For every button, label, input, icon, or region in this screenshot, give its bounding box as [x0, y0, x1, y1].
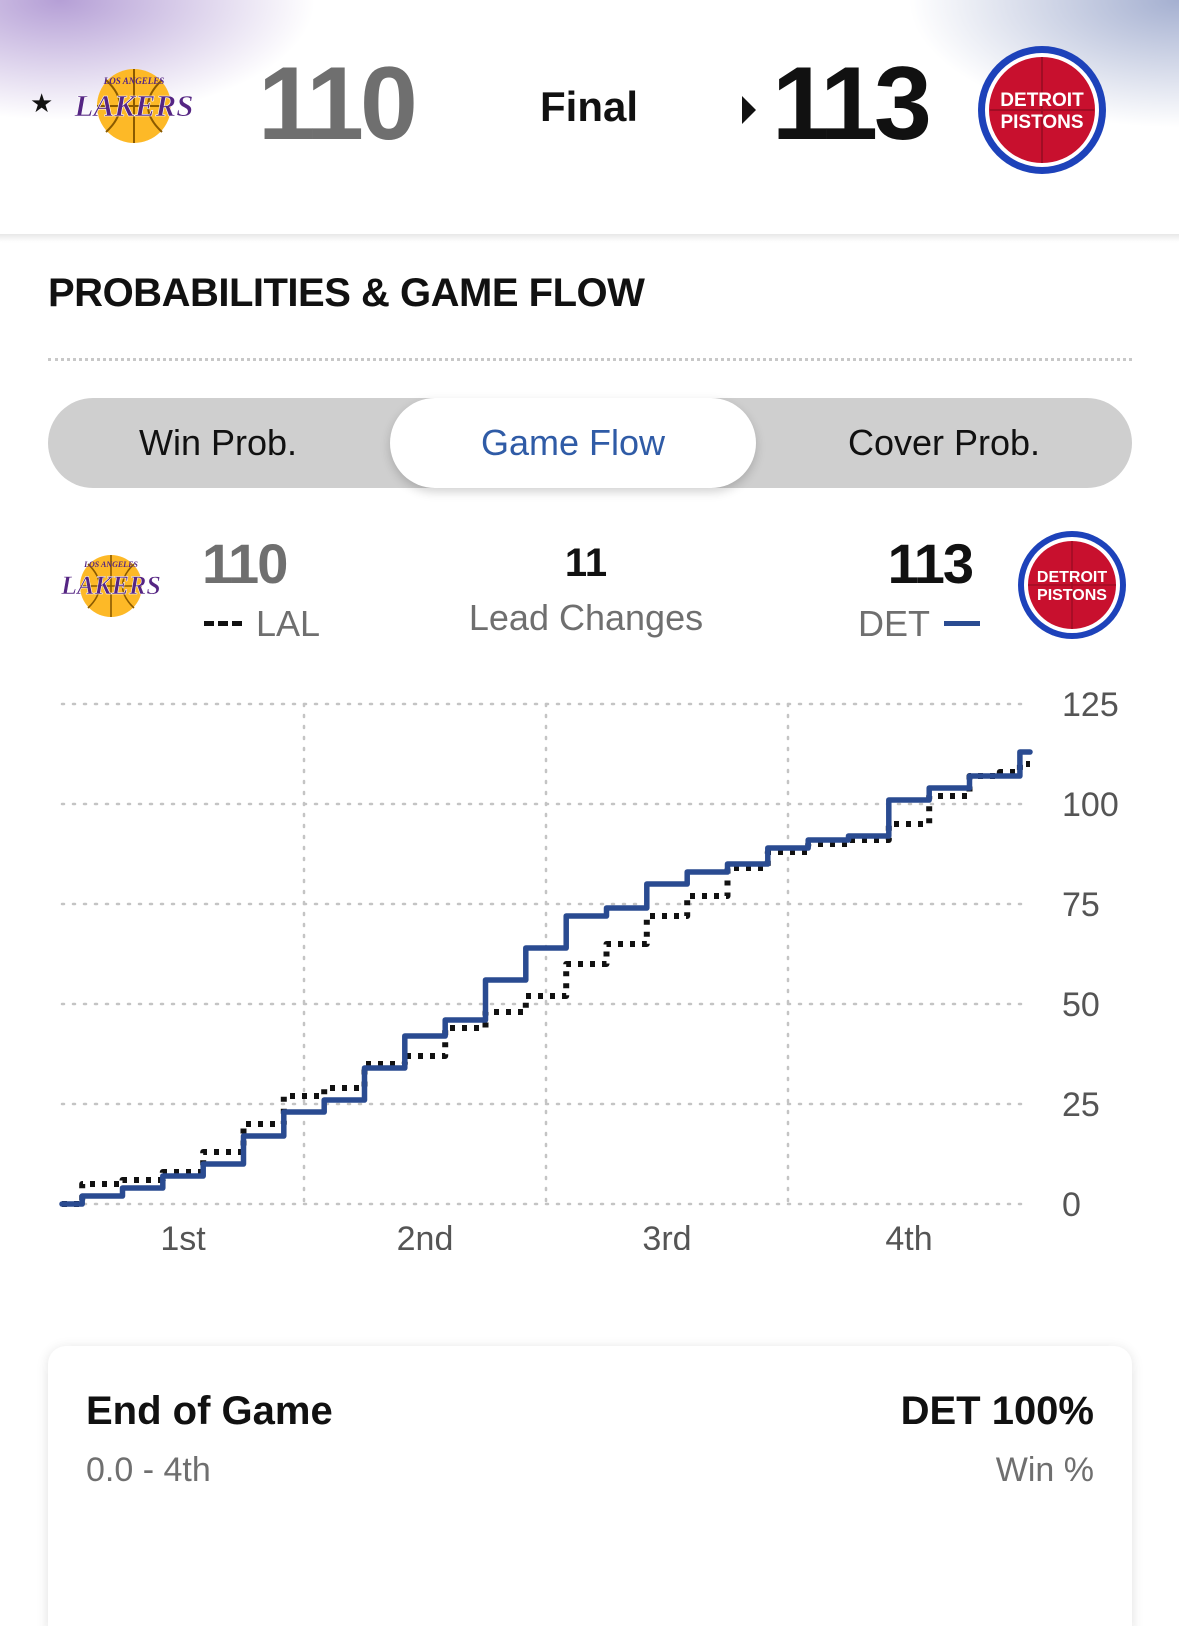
favorite-star-icon: ★ [30, 88, 54, 118]
x-tick-label: 1st [160, 1220, 206, 1250]
winner-arrow-icon [742, 96, 756, 124]
y-tick-label: 0 [1062, 1186, 1081, 1224]
game-flow-chart: 125 100 75 50 25 0 1st 2nd 3rd 4th [59, 686, 1119, 1250]
section-title: PROBABILITIES & GAME FLOW [48, 271, 645, 315]
lead-changes-label: Lead Changes [468, 597, 704, 638]
svg-text:LAKERS: LAKERS [60, 571, 161, 600]
tab-cover-prob[interactable]: Cover Prob. [847, 422, 1041, 463]
series-line-det [59, 749, 1033, 1207]
svg-text:LOS ANGELES: LOS ANGELES [103, 76, 164, 86]
card-title: End of Game [86, 1389, 333, 1433]
chart-mode-tabs: Win Prob. Cover Prob. Game Flow [48, 398, 1132, 488]
x-tick-label: 4th [885, 1220, 932, 1250]
svg-text:LOS ANGELES: LOS ANGELES [83, 560, 138, 569]
pistons-logo: DETROIT PISTONS [978, 46, 1106, 174]
x-tick-label: 2nd [397, 1220, 454, 1250]
y-tick-label: 50 [1062, 986, 1100, 1024]
summary-away-score: 110 [202, 532, 288, 595]
summary-away-abbr: LAL [256, 603, 321, 644]
header-divider [0, 234, 1179, 242]
series-line-lal [62, 761, 1030, 1207]
svg-text:PISTONS: PISTONS [1000, 112, 1083, 133]
card-subtitle: 0.0 - 4th [86, 1451, 211, 1489]
summary-home-legend: DET [820, 604, 980, 644]
game-status: Final [540, 83, 639, 130]
x-axis-ticks: 1st 2nd 3rd 4th [160, 1220, 932, 1250]
lakers-logo-small: LOS ANGELES LAKERS [60, 555, 161, 617]
summary-home-score: 113 [887, 532, 974, 595]
svg-text:LAKERS: LAKERS [74, 88, 194, 123]
y-axis-ticks: 125 100 75 50 25 0 [1062, 686, 1119, 1224]
svg-text:DETROIT: DETROIT [1000, 90, 1084, 111]
lakers-logo: LOS ANGELES LAKERS [73, 69, 194, 143]
chart-series [59, 749, 1033, 1207]
y-tick-label: 100 [1062, 786, 1119, 824]
pistons-logo-small: DETROIT PISTONS [1018, 531, 1126, 639]
solid-legend-icon [944, 620, 980, 626]
tab-game-flow[interactable]: Game Flow [390, 398, 756, 488]
chart-grid [60, 702, 1032, 1206]
card-win-probability: DET 100% [900, 1389, 1094, 1433]
end-of-game-card: End of Game 0.0 - 4th DET 100% Win % [48, 1346, 1132, 1626]
svg-text:PISTONS: PISTONS [1037, 587, 1107, 604]
svg-text:DETROIT: DETROIT [1037, 569, 1107, 586]
section-divider [48, 358, 1132, 361]
x-tick-label: 3rd [642, 1220, 691, 1250]
summary-away-legend: LAL [204, 604, 320, 644]
y-tick-label: 125 [1062, 686, 1119, 724]
dashed-legend-icon [204, 620, 242, 626]
home-score: 113 [772, 46, 932, 162]
summary-home-abbr: DET [858, 603, 930, 644]
y-tick-label: 25 [1062, 1086, 1100, 1124]
scoreboard-header: ★ LOS ANGELES LAKERS 110 Final 113 DETRO… [0, 0, 1179, 234]
tab-win-prob[interactable]: Win Prob. [138, 422, 298, 463]
away-score: 110 [258, 46, 418, 162]
card-win-label: Win % [995, 1451, 1094, 1489]
y-tick-label: 75 [1062, 886, 1100, 924]
lead-changes-count: 11 [564, 541, 608, 585]
